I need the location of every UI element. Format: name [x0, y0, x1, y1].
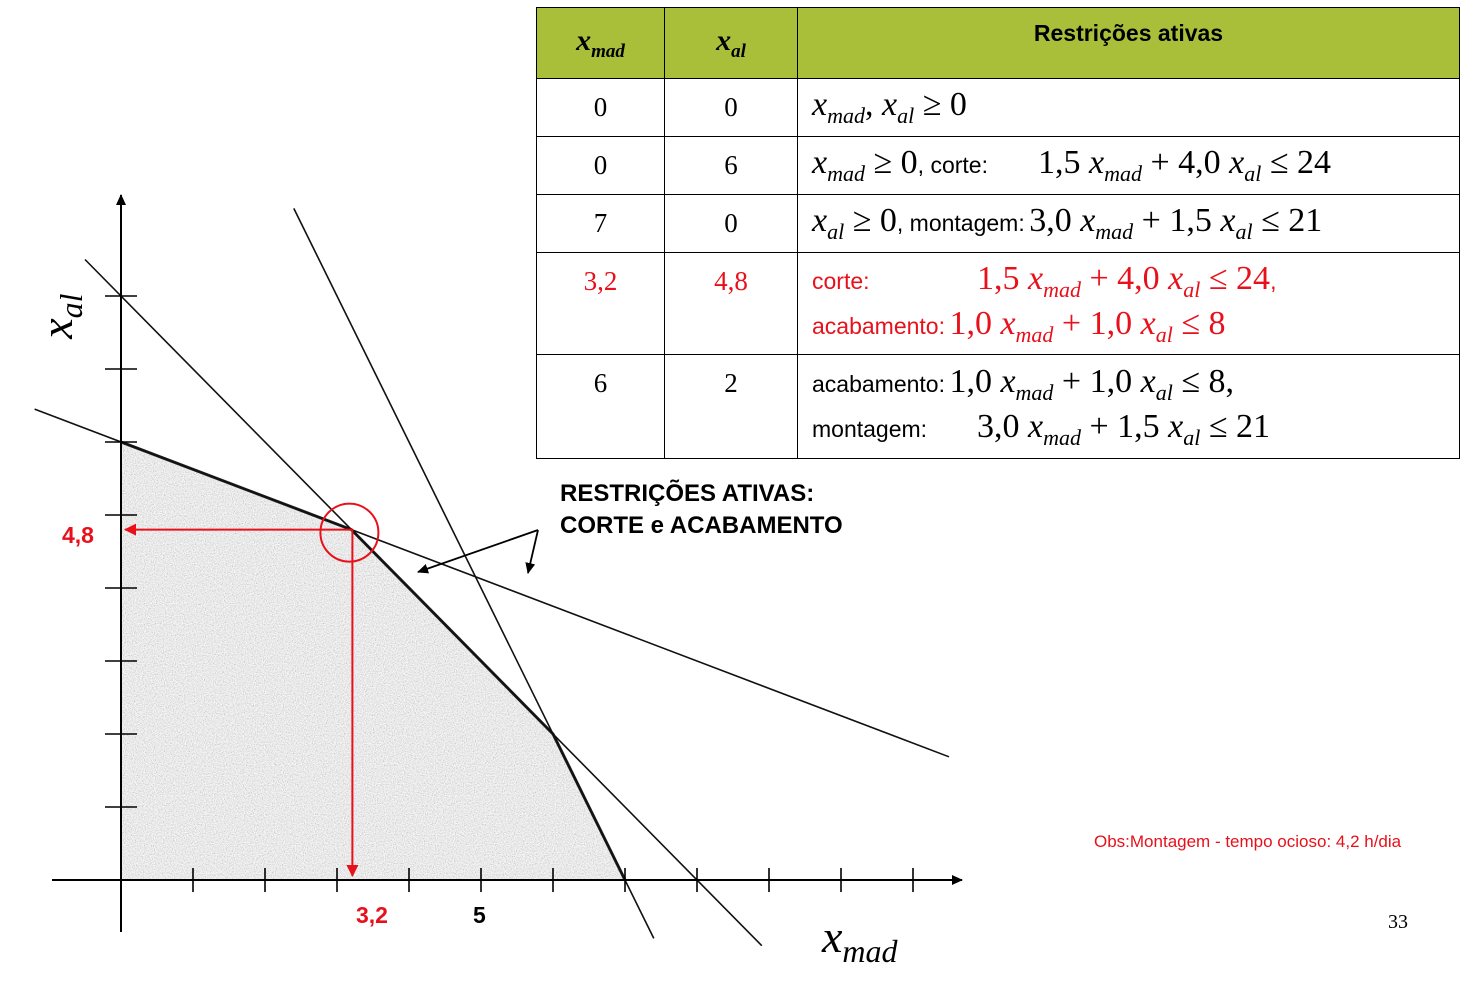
tick-label-5: 5 [473, 902, 486, 928]
constraint-line-acabamento [84, 258, 763, 947]
cell-restricoes: xmad ≥ 0, corte: 1,5 xmad + 4,0 xal ≤ 24 [797, 136, 1460, 195]
table-row: 6 2 acabamento: 1,0 xmad + 1,0 xal ≤ 8, … [536, 354, 1460, 459]
cell-restricoes: xmad, xal ≥ 0 [797, 78, 1460, 137]
table-row: 0 6 xmad ≥ 0, corte: 1,5 xmad + 4,0 xal ≤… [536, 136, 1460, 195]
table-row-optimum: 3,2 4,8 corte: 1,5 xmad + 4,0 xal ≤ 24, a… [536, 252, 1460, 355]
header-xal: xal [664, 7, 798, 79]
optimum-circle [319, 502, 380, 563]
cell-xal: 6 [664, 136, 798, 195]
cell-restricoes: corte: 1,5 xmad + 4,0 xal ≤ 24, acabament… [797, 252, 1460, 355]
active-constraints-annotation: RESTRIÇÕES ATIVAS: CORTE e ACABAMENTO [560, 478, 843, 542]
cell-xal: 2 [664, 354, 798, 459]
feasible-region [121, 442, 625, 880]
optimum-x-label: 3,2 [356, 902, 388, 928]
constraint-line-corte [34, 408, 950, 758]
table-header-row: xmad xal Restrições ativas [536, 7, 1460, 79]
x-axis-label: xmad [822, 911, 898, 970]
cell-xmad: 0 [536, 136, 665, 195]
cell-xmad: 6 [536, 354, 665, 459]
cell-xmad: 7 [536, 194, 665, 253]
page-number: 33 [1388, 911, 1408, 933]
cell-xal: 4,8 [664, 252, 798, 355]
cell-restricoes: xal ≥ 0, montagem: 3,0 xmad + 1,5 xal ≤ … [797, 194, 1460, 253]
header-xmad: xmad [536, 7, 665, 79]
table-row: 0 0 xmad, xal ≥ 0 [536, 78, 1460, 137]
header-restricoes: Restrições ativas [797, 7, 1460, 79]
obs-note: Obs:Montagem - tempo ocioso: 4,2 h/dia [1094, 832, 1402, 851]
cell-xmad: 0 [536, 78, 665, 137]
annotation-line-2: CORTE e ACABAMENTO [560, 512, 843, 539]
annotation-arrow-acabamento [417, 529, 539, 574]
cell-xal: 0 [664, 194, 798, 253]
cell-xal: 0 [664, 78, 798, 137]
active-constraints-table: xmad xal Restrições ativas 0 0 xmad, xal… [536, 7, 1460, 459]
cell-xmad: 3,2 [536, 252, 665, 355]
y-axis-label: xal [30, 293, 90, 339]
constraint-line-montagem [293, 208, 655, 939]
annotation-arrow-corte [525, 529, 539, 574]
cell-restricoes: acabamento: 1,0 xmad + 1,0 xal ≤ 8, mont… [797, 354, 1460, 459]
optimum-y-label: 4,8 [62, 522, 94, 548]
table-row: 7 0 xal ≥ 0, montagem: 3,0 xmad + 1,5 xa… [536, 194, 1460, 253]
annotation-line-1: RESTRIÇÕES ATIVAS: [560, 480, 815, 507]
